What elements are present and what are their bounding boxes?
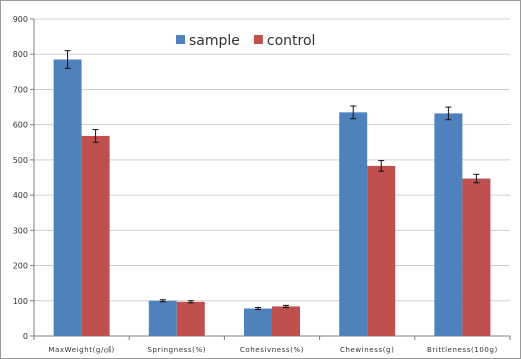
bar-sample <box>244 308 272 336</box>
y-tick-label: 0 <box>23 332 28 341</box>
legend-label-sample: sample <box>189 33 240 49</box>
y-tick-label: 800 <box>13 50 28 59</box>
y-tick-label: 900 <box>13 15 28 24</box>
category-label: MaxWeight(g/㎠) <box>48 346 115 354</box>
category-label: Chewiness(g) <box>340 346 394 354</box>
bar-sample <box>339 112 368 336</box>
gridlines <box>34 18 510 302</box>
category-label: Brittleness(100g) <box>427 346 498 354</box>
bar-sample <box>434 113 463 336</box>
y-tick-label: 500 <box>13 156 28 165</box>
y-tick-labels: 0 100 200 300 400 500 600 700 800 900 <box>13 15 28 341</box>
error-bars <box>64 50 480 311</box>
category-labels: MaxWeight(g/㎠) Springness(%) Cohesivness(%… <box>48 346 498 354</box>
y-tick-label: 600 <box>13 121 28 130</box>
legend-swatch-control <box>253 35 263 44</box>
legend-swatch-sample <box>176 35 185 44</box>
bar-control <box>176 301 205 336</box>
bar-sample <box>53 59 82 336</box>
legend-label-control: control <box>267 33 316 49</box>
y-tick-label: 700 <box>13 85 28 94</box>
bars <box>53 59 491 336</box>
y-tick-label: 100 <box>13 297 28 306</box>
bar-control <box>367 165 396 336</box>
legend: sample control <box>176 33 315 49</box>
y-tick-label: 200 <box>13 262 28 271</box>
bar-control <box>272 306 300 336</box>
bar-control <box>81 135 110 336</box>
bar-sample <box>148 300 177 336</box>
category-label: Springness(%) <box>148 346 207 354</box>
y-tick-label: 300 <box>13 226 28 235</box>
y-tick-label: 400 <box>13 191 28 200</box>
bar-control <box>462 178 491 336</box>
category-label: Cohesivness(%) <box>240 346 304 354</box>
